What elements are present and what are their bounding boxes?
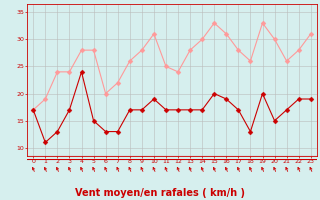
- Text: Vent moyen/en rafales ( km/h ): Vent moyen/en rafales ( km/h ): [75, 188, 245, 198]
